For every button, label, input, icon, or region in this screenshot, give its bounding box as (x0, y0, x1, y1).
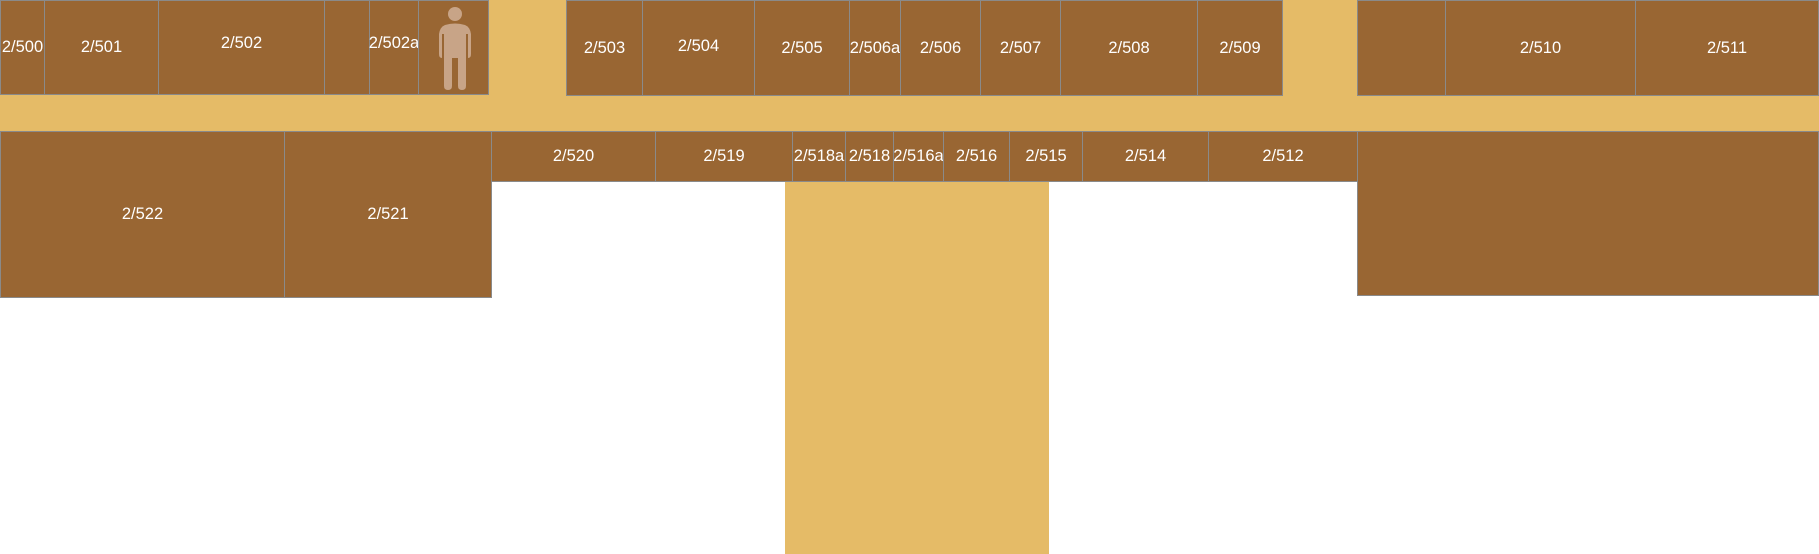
room-label: 2/518a (793, 147, 845, 165)
room-2-500[interactable]: 2/500 (0, 0, 45, 95)
room-label: 2/511 (1706, 39, 1748, 57)
room-label: 2/520 (552, 147, 595, 165)
room-label: 2/509 (1219, 39, 1261, 57)
room-label: 2/516 (955, 147, 998, 165)
corridor-stub-right (1282, 0, 1358, 96)
room-2-503[interactable]: 2/503 (566, 0, 643, 96)
room-label: 2/502a (368, 34, 420, 52)
toilet-room[interactable] (418, 0, 489, 95)
room-unlabeled-a[interactable] (324, 0, 370, 95)
room-2-506a[interactable]: 2/506a (849, 0, 901, 96)
room-2-507[interactable]: 2/507 (980, 0, 1061, 96)
room-label: 2/507 (999, 39, 1042, 57)
room-label: 2/501 (80, 38, 123, 56)
room-label: 2/518 (848, 147, 891, 165)
room-label: 2/515 (1025, 147, 1067, 165)
room-2-505[interactable]: 2/505 (754, 0, 850, 96)
room-label: 2/506 (919, 39, 962, 57)
person-icon (439, 7, 471, 90)
room-label: 2/502 (220, 34, 263, 52)
room-label: 2/519 (703, 147, 745, 165)
room-2-509[interactable]: 2/509 (1197, 0, 1283, 96)
room-2-515[interactable]: 2/515 (1009, 131, 1083, 182)
room-2-516a[interactable]: 2/516a (893, 131, 944, 182)
room-label: 2/521 (367, 205, 409, 223)
room-2-518[interactable]: 2/518 (845, 131, 894, 182)
room-label: 2/512 (1262, 147, 1304, 165)
room-2-522[interactable]: 2/522 (0, 131, 285, 298)
room-2-508[interactable]: 2/508 (1060, 0, 1198, 96)
atrium (785, 181, 1049, 554)
room-2-512[interactable]: 2/512 (1208, 131, 1358, 182)
room-2-516[interactable]: 2/516 (943, 131, 1010, 182)
main-corridor (0, 94, 1819, 132)
room-2-519[interactable]: 2/519 (655, 131, 793, 182)
room-2-514[interactable]: 2/514 (1082, 131, 1209, 182)
corridor-stub-left (488, 0, 566, 96)
room-2-520[interactable]: 2/520 (491, 131, 656, 182)
room-label: 2/500 (1, 38, 44, 56)
room-label: 2/510 (1519, 39, 1562, 57)
room-unlabeled-c[interactable] (1357, 131, 1819, 296)
room-label: 2/506a (849, 39, 901, 57)
room-2-504[interactable]: 2/504 (642, 0, 755, 96)
room-label: 2/504 (677, 37, 720, 55)
room-label: 2/514 (1124, 147, 1167, 165)
room-2-511[interactable]: 2/511 (1635, 0, 1819, 96)
room-2-506[interactable]: 2/506 (900, 0, 981, 96)
room-2-518a[interactable]: 2/518a (792, 131, 846, 182)
room-label: 2/508 (1108, 39, 1150, 57)
room-2-501[interactable]: 2/501 (44, 0, 159, 95)
room-2-521[interactable]: 2/521 (284, 131, 492, 298)
room-2-502[interactable]: 2/502 (158, 0, 325, 95)
room-label: 2/503 (583, 39, 626, 57)
room-label: 2/505 (781, 39, 823, 57)
room-unlabeled-b[interactable] (1357, 0, 1446, 96)
room-2-510[interactable]: 2/510 (1445, 0, 1636, 96)
room-label: 2/522 (121, 205, 164, 223)
room-label: 2/516a (893, 147, 944, 165)
room-2-502a[interactable]: 2/502a (369, 0, 419, 95)
